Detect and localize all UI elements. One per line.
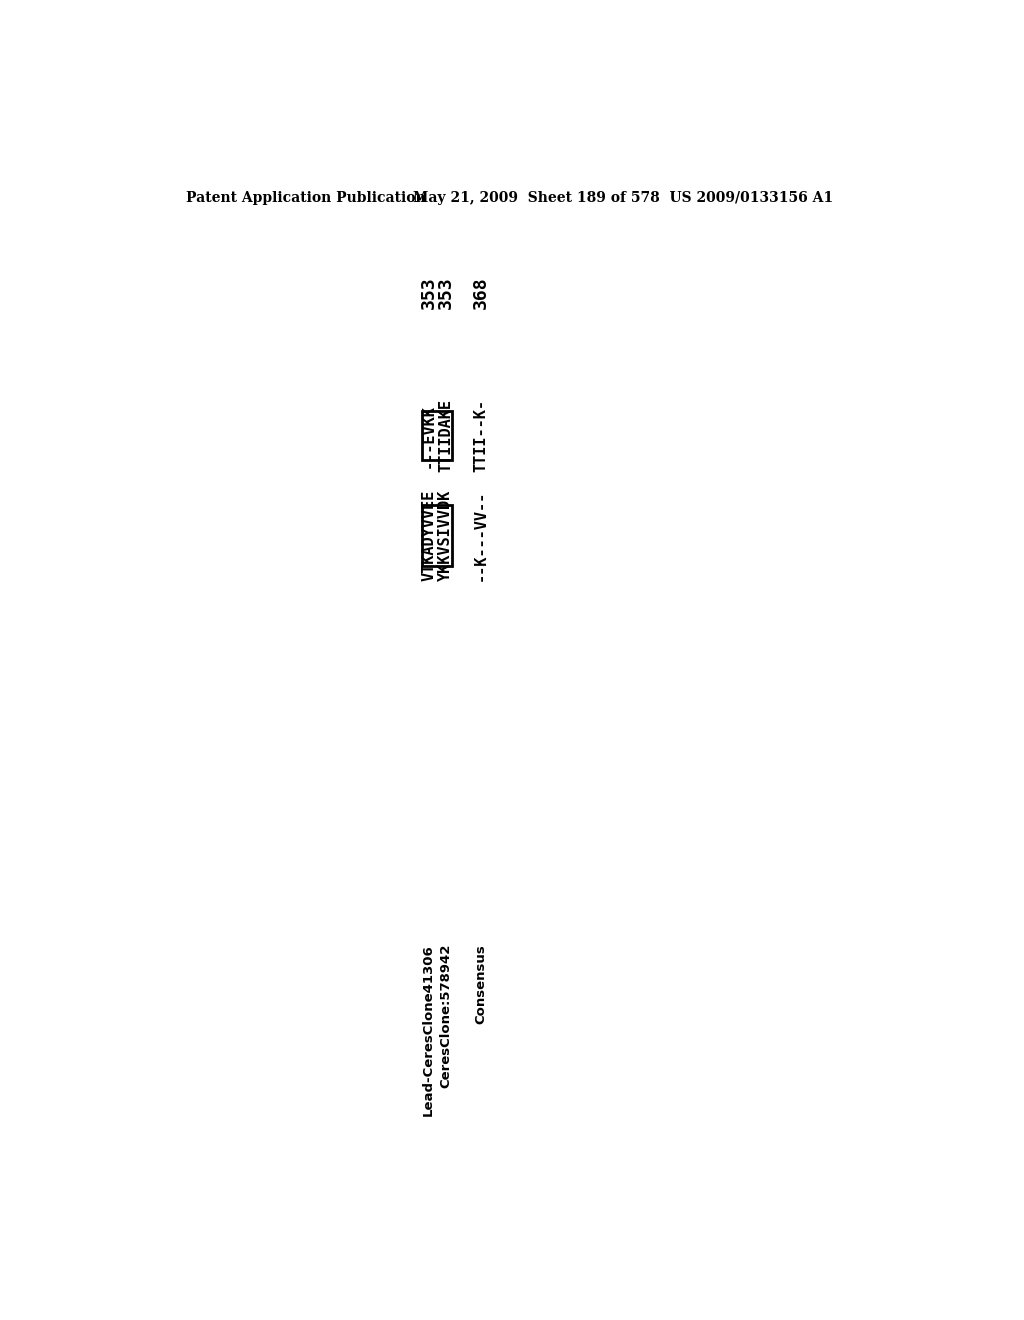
Text: 353: 353: [437, 277, 455, 309]
Text: CeresClone:578942: CeresClone:578942: [439, 944, 453, 1088]
Text: TTIIDAKE: TTIIDAKE: [438, 399, 454, 473]
Text: ---EVKK: ---EVKK: [421, 404, 436, 467]
Text: 353: 353: [420, 277, 437, 309]
Text: Consensus: Consensus: [474, 944, 487, 1023]
Bar: [422, 412, 452, 459]
Text: VTKADYVVEE: VTKADYVVEE: [421, 490, 436, 581]
Text: May 21, 2009  Sheet 189 of 578  US 2009/0133156 A1: May 21, 2009 Sheet 189 of 578 US 2009/01…: [414, 191, 834, 206]
Bar: [422, 506, 452, 566]
Text: TTII--K-: TTII--K-: [473, 399, 488, 473]
Text: --K---VV--: --K---VV--: [473, 490, 488, 581]
Text: YKKVSIVVDK: YKKVSIVVDK: [438, 490, 454, 581]
Text: Lead-CeresClone41306: Lead-CeresClone41306: [422, 944, 435, 1115]
Text: 368: 368: [472, 277, 489, 309]
Text: Patent Application Publication: Patent Application Publication: [186, 191, 426, 206]
